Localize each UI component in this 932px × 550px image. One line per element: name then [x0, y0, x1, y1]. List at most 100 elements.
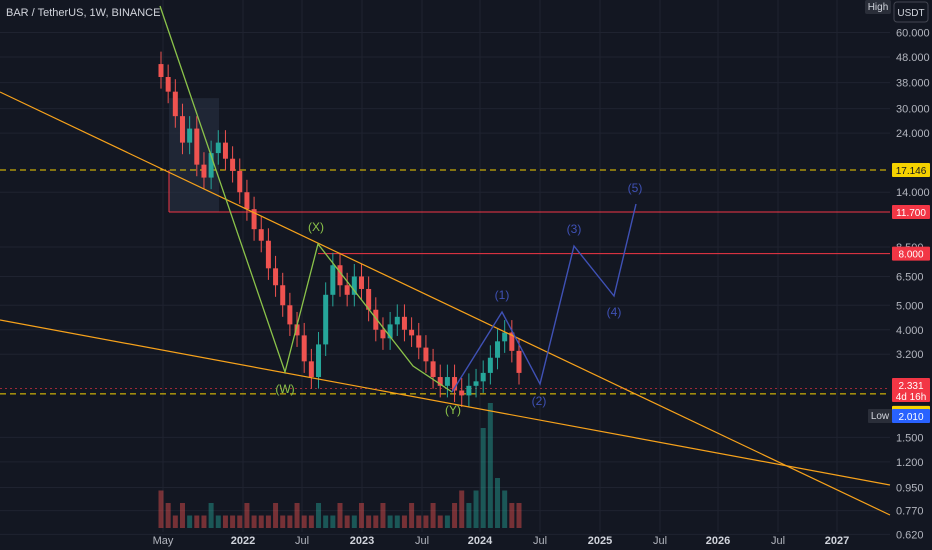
- volume-bar: [237, 515, 243, 528]
- candle-body: [273, 268, 279, 286]
- x-tick-label: 2023: [350, 535, 374, 547]
- candle-body: [294, 324, 300, 336]
- volume-bar: [495, 478, 501, 528]
- volume-bar: [473, 490, 479, 528]
- volume-bar: [194, 515, 200, 528]
- candle-body: [437, 377, 443, 386]
- candle-body: [187, 128, 193, 143]
- y-tick-label: 38.000: [896, 78, 930, 90]
- candle-body: [509, 332, 515, 351]
- candle-body: [337, 265, 343, 286]
- candle-body: [179, 116, 185, 143]
- y-tick-label: 14.000: [896, 187, 930, 199]
- candle-body: [430, 361, 436, 378]
- candle-body: [215, 142, 221, 154]
- volume-bar: [208, 503, 214, 528]
- candle-body: [265, 240, 271, 269]
- candle-body: [323, 294, 329, 345]
- currency-badge[interactable]: USDT: [893, 1, 929, 23]
- candle-body: [201, 164, 207, 178]
- volume-bar: [165, 503, 171, 528]
- svg-text:Low: Low: [871, 411, 890, 422]
- volume-bar: [179, 503, 185, 528]
- candle-body: [308, 361, 314, 378]
- y-tick-label: 0.950: [896, 483, 924, 495]
- volume-bar: [258, 515, 264, 528]
- svg-text:11.700: 11.700: [896, 208, 926, 219]
- x-tick-label: May: [153, 535, 174, 547]
- x-tick-label: 2024: [468, 535, 493, 547]
- grid: [0, 0, 890, 535]
- high-badge: High: [865, 0, 891, 14]
- tag-level-8: 8.000: [892, 246, 930, 261]
- wave-label: (1): [495, 288, 510, 302]
- x-tick-label: 2025: [588, 535, 612, 547]
- y-tick-label: 0.770: [896, 506, 924, 518]
- volume-bar: [201, 515, 207, 528]
- volume-bar: [480, 428, 486, 528]
- svg-text:4d 16h: 4d 16h: [896, 392, 927, 403]
- candle-body: [344, 285, 350, 295]
- candle-body: [222, 142, 228, 159]
- volume-bar: [430, 503, 436, 528]
- volume-bar: [416, 515, 422, 528]
- wave-wxy-path: [159, 5, 453, 393]
- y-tick-label: 5.000: [896, 300, 924, 312]
- volume-bar: [423, 515, 429, 528]
- low-badge: Low: [868, 409, 892, 423]
- candle-body: [409, 329, 415, 336]
- trendline-upper: [0, 91, 891, 516]
- tag-level-17: 17.146: [892, 162, 930, 177]
- candle-body: [251, 209, 257, 230]
- x-tick-label: Jul: [653, 535, 667, 547]
- volume-bar: [265, 515, 271, 528]
- volume-bar: [187, 515, 193, 528]
- x-tick-label: 2022: [231, 535, 255, 547]
- candle-body: [495, 341, 501, 358]
- x-tick-label: Jul: [415, 535, 429, 547]
- volume-bar: [215, 515, 221, 528]
- candle-body: [194, 128, 200, 165]
- volume-bar: [323, 515, 329, 528]
- candle-body: [487, 357, 493, 373]
- candle-body: [237, 170, 243, 193]
- wave-label: (Y): [445, 403, 461, 417]
- volume-bar: [394, 515, 400, 528]
- candle-body: [502, 332, 508, 342]
- wave-label: (4): [607, 305, 622, 319]
- volume-bar: [222, 515, 228, 528]
- candle-body: [358, 276, 364, 289]
- svg-text:8.000: 8.000: [898, 250, 923, 261]
- time-axis[interactable]: May 2022 Jul 2023 Jul 2024 Jul 2025 Jul 2026 Jul 20…: [153, 535, 850, 547]
- candle-body: [287, 305, 293, 325]
- candle-body: [316, 344, 322, 378]
- candle-body: [244, 192, 250, 210]
- candle-body: [301, 335, 307, 362]
- volume-bars: [158, 403, 522, 528]
- candle-body: [373, 309, 379, 330]
- volume-bar: [337, 503, 343, 528]
- candle-body: [473, 381, 479, 386]
- wave-label: (2): [532, 394, 547, 408]
- candle-body: [172, 91, 178, 117]
- y-tick-label: 0.620: [896, 529, 924, 541]
- volume-bar: [380, 503, 386, 528]
- wave-labels: (W) (X) (Y) (1) (2) (3) (4) (5): [275, 181, 642, 417]
- volume-bar: [401, 515, 407, 528]
- y-tick-label: 1.200: [896, 457, 924, 469]
- x-tick-label: Jul: [295, 535, 309, 547]
- svg-text:17.146: 17.146: [896, 166, 927, 177]
- volume-bar: [244, 503, 250, 528]
- volume-bar: [437, 515, 443, 528]
- wave-paths: [159, 5, 637, 393]
- volume-bar: [509, 503, 515, 528]
- volume-bar: [351, 515, 357, 528]
- candle-body: [165, 77, 171, 92]
- tag-low-value: 2.010: [892, 409, 930, 423]
- x-tick-label: 2026: [706, 535, 730, 547]
- volume-bar: [387, 515, 393, 528]
